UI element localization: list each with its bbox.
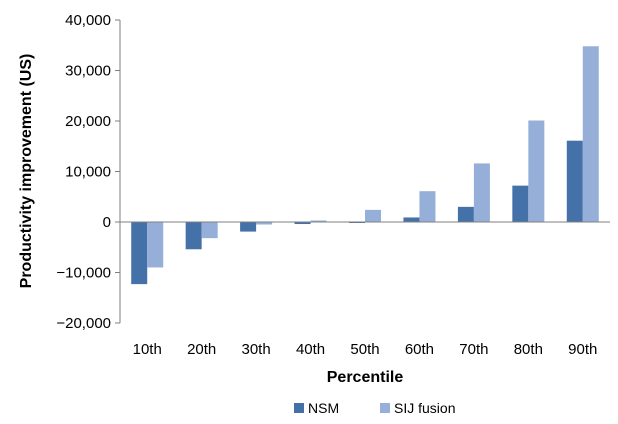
bar-nsm-40th <box>294 222 311 225</box>
y-axis-title: Productivity improvement (US) <box>18 54 35 289</box>
legend: NSM SIJ fusion <box>294 400 455 416</box>
x-axis-title: Percentile <box>327 369 404 386</box>
x-tick-label: 80th <box>514 341 543 358</box>
y-tick-label: 0 <box>103 214 111 231</box>
bar-nsm-80th <box>512 185 529 222</box>
bar-sij-fusion-30th <box>256 222 273 225</box>
bar-sij-fusion-60th <box>419 191 436 222</box>
bar-nsm-70th <box>457 206 474 222</box>
bar-nsm-30th <box>240 222 257 232</box>
y-tick-label: 40,000 <box>65 12 111 29</box>
x-tick-label: 10th <box>133 341 162 358</box>
bar-nsm-50th <box>349 222 365 224</box>
legend-label-nsm: NSM <box>308 400 339 416</box>
bars-layer <box>131 46 599 285</box>
bar-sij-fusion-10th <box>147 222 164 268</box>
x-tick-label: 30th <box>242 341 271 358</box>
legend-label-sij-fusion: SIJ fusion <box>394 400 455 416</box>
bar-sij-fusion-20th <box>201 222 218 239</box>
y-tick-label: −20,000 <box>56 315 111 332</box>
bar-nsm-20th <box>185 222 202 250</box>
bar-sij-fusion-40th <box>310 220 327 222</box>
x-tick-label: 60th <box>405 341 434 358</box>
bar-nsm-10th <box>131 222 148 285</box>
x-tick-label: 50th <box>350 341 379 358</box>
y-ticks-layer: −20,000 −10,000 0 10,000 20,000 30,000 40,000 <box>56 12 120 332</box>
x-tick-labels-layer: 10th 20th 30th 40th 50th 60th 70th 80th 90th <box>133 341 598 358</box>
bar-sij-fusion-90th <box>582 46 599 223</box>
x-tick-label: 20th <box>187 341 216 358</box>
x-tick-label: 90th <box>568 341 597 358</box>
bar-sij-fusion-50th <box>365 209 381 222</box>
bar-sij-fusion-70th <box>473 163 490 222</box>
y-tick-label: 30,000 <box>65 63 111 80</box>
y-tick-label: 10,000 <box>65 164 111 181</box>
y-tick-label: 20,000 <box>65 113 111 130</box>
legend-swatch-sij-fusion <box>380 403 390 413</box>
legend-swatch-nsm <box>294 403 304 413</box>
bar-sij-fusion-80th <box>528 120 545 222</box>
x-tick-label: 70th <box>459 341 488 358</box>
y-tick-label: −10,000 <box>56 265 111 282</box>
bar-nsm-90th <box>566 140 583 222</box>
bar-nsm-60th <box>403 217 420 222</box>
x-tick-label: 40th <box>296 341 325 358</box>
